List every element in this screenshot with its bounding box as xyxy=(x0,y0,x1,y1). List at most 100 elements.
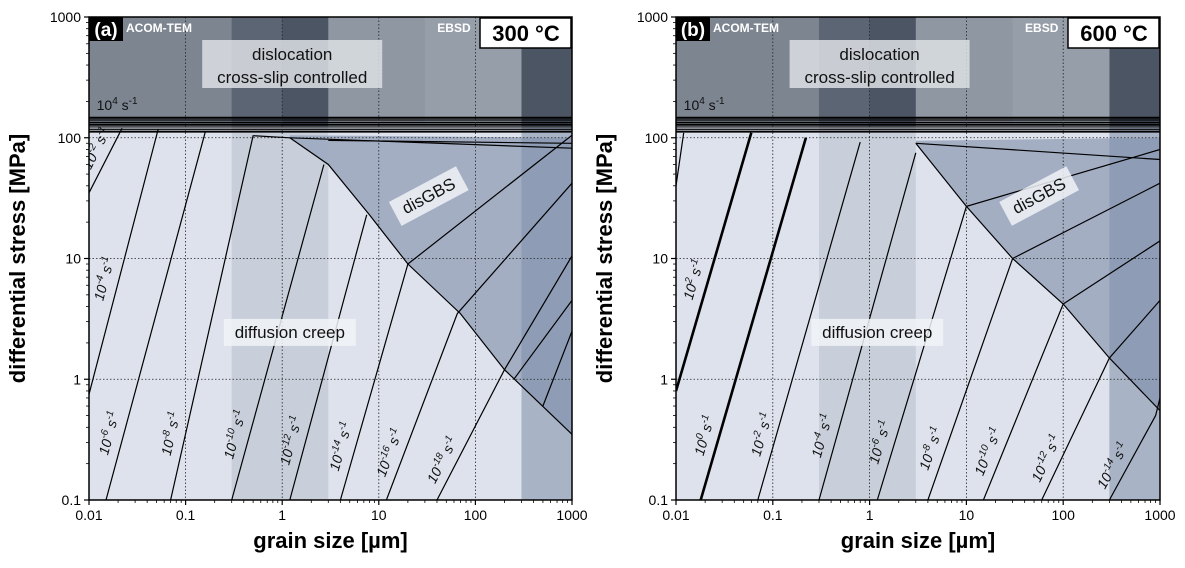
strain-rate-contour-extra xyxy=(915,142,1160,161)
strain-rate-contour xyxy=(1041,300,1160,500)
plot-area: 102 s-1 100 s-1 10-2 s-1 10-4 s-1 10-6 s-1 10… xyxy=(676,17,1160,500)
temperature-box xyxy=(1067,17,1160,49)
acom-range-strip xyxy=(231,126,329,500)
acom-tem-label: ACOM-TEM xyxy=(126,21,192,35)
dislocation-label: dislocation xyxy=(839,45,919,64)
strain-rate-contour xyxy=(289,214,368,500)
strain-rate-contour xyxy=(927,182,1160,500)
ebsd-gbs-shade xyxy=(1109,126,1160,500)
y-tick-label: 10 xyxy=(652,251,668,267)
dislocation-label: cross-slip controlled xyxy=(217,68,367,87)
strain-rate-contour xyxy=(89,128,159,395)
contour-label: 100 s-1 xyxy=(690,413,718,457)
y-tick-label: 1 xyxy=(660,371,668,387)
y-axis-label: differential stress [MPa] xyxy=(5,134,30,383)
contour-label: 10-12 s-1 xyxy=(276,414,305,467)
strain-rate-contour xyxy=(876,148,1160,500)
strain-rate-contour xyxy=(436,255,572,500)
x-tick-label: 1 xyxy=(278,507,286,523)
strain-rate-contour xyxy=(982,240,1160,500)
y-tick-label: 100 xyxy=(645,130,669,146)
panel-label-box xyxy=(89,17,123,41)
x-axis-label: grain size [µm] xyxy=(841,528,995,553)
x-tick-label: 1000 xyxy=(556,507,587,523)
dislocation-label: dislocation xyxy=(252,45,332,64)
x-tick-label: 0.1 xyxy=(176,507,196,523)
x-tick-label: 100 xyxy=(1052,507,1076,523)
diffusion-label-box xyxy=(223,318,356,346)
x-tick-label: 0.01 xyxy=(75,507,102,523)
strain-rate-contour-extra xyxy=(542,330,572,407)
contour-label: 10-14 s-1 xyxy=(325,420,355,473)
strain-rate-contour xyxy=(105,131,206,500)
ebsd-gbs-shade xyxy=(521,126,572,500)
dislocation-label-box xyxy=(789,40,970,88)
y-tick-label: 100 xyxy=(58,130,82,146)
contour-label: 10-6 s-1 xyxy=(94,409,122,456)
rate-annotation: 104 s-1 xyxy=(684,96,725,113)
y-tick-label: 1000 xyxy=(50,9,81,25)
y-axis-label: differential stress [MPa] xyxy=(592,134,617,383)
panel-label: (b) xyxy=(681,20,705,41)
diffusion-label-box xyxy=(811,318,944,346)
x-tick-label: 10 xyxy=(371,507,387,523)
temperature-label: 600 °C xyxy=(1080,21,1148,46)
contour-label: 10-4 s-1 xyxy=(90,255,118,302)
plot-area: 10-2 s-110-4 s-110-6 s-110-8 s-110-10 s-… xyxy=(89,17,572,500)
strain-rate-contour xyxy=(89,127,123,194)
strain-rate-contour xyxy=(170,135,290,500)
x-tick-label: 1000 xyxy=(1144,507,1175,523)
panel-label-box xyxy=(676,17,710,41)
contour-label: 10-8 s-1 xyxy=(157,410,183,457)
panel-a: 10-2 s-110-4 s-110-6 s-110-8 s-110-10 s-… xyxy=(5,9,588,553)
strain-rate-contour-extra xyxy=(289,137,572,149)
x-axis-label: grain size [µm] xyxy=(253,528,407,553)
contour-label: 10-16 s-1 xyxy=(372,426,406,479)
strain-rate-contour xyxy=(385,182,572,500)
y-tick-label: 0.1 xyxy=(62,492,82,508)
contour-label: 10-4 s-1 xyxy=(807,412,835,459)
dislocation-label-box xyxy=(202,40,383,88)
temperature-label: 300 °C xyxy=(492,21,560,46)
diffusion-label: diffusion creep xyxy=(822,323,932,342)
x-tick-label: 1 xyxy=(866,507,874,523)
acom-range-strip xyxy=(818,126,916,500)
contour-label: 10-12 s-1 xyxy=(1027,432,1064,484)
contour-label: 10-2 s-1 xyxy=(747,411,776,458)
x-tick-label: 10 xyxy=(959,507,975,523)
contour-label: 102 s-1 xyxy=(679,257,707,301)
acom-tem-label: ACOM-TEM xyxy=(713,21,779,35)
strain-rate-contour xyxy=(699,137,808,500)
strain-rate-contour xyxy=(676,132,753,392)
ebsd-label: EBSD xyxy=(1025,21,1059,35)
strain-rate-contour-extra xyxy=(328,139,572,144)
contour-label: 10-8 s-1 xyxy=(915,425,946,472)
disgbs-field xyxy=(289,135,572,435)
strain-rate-contour-extra xyxy=(513,300,572,380)
y-tick-label: 1000 xyxy=(637,9,668,25)
temperature-box xyxy=(479,17,572,49)
strain-rate-contour xyxy=(1108,397,1160,500)
disgbs-label-box xyxy=(388,166,469,226)
dislocation-label: cross-slip controlled xyxy=(804,68,954,87)
contour-label: 10-18 s-1 xyxy=(423,434,461,486)
strain-rate-contour xyxy=(757,141,861,500)
x-tick-label: 100 xyxy=(464,507,488,523)
strain-rate-contour-extra xyxy=(676,132,685,186)
x-tick-label: 0.01 xyxy=(662,507,689,523)
y-tick-label: 1 xyxy=(73,371,81,387)
contour-label: 10-10 s-1 xyxy=(219,408,249,461)
diffusion-label: diffusion creep xyxy=(235,323,345,342)
y-tick-label: 0.1 xyxy=(649,492,669,508)
panel-label: (a) xyxy=(94,20,117,41)
diffusion-disgbs-boundary xyxy=(915,142,1160,412)
y-tick-label: 10 xyxy=(65,251,81,267)
ebsd-label: EBSD xyxy=(437,21,471,35)
contour-label: 10-6 s-1 xyxy=(865,418,894,465)
rate-annotation: 104 s-1 xyxy=(97,96,138,113)
disgbs-label-box xyxy=(999,166,1080,226)
x-tick-label: 0.1 xyxy=(763,507,783,523)
strain-rate-contour xyxy=(339,134,572,500)
